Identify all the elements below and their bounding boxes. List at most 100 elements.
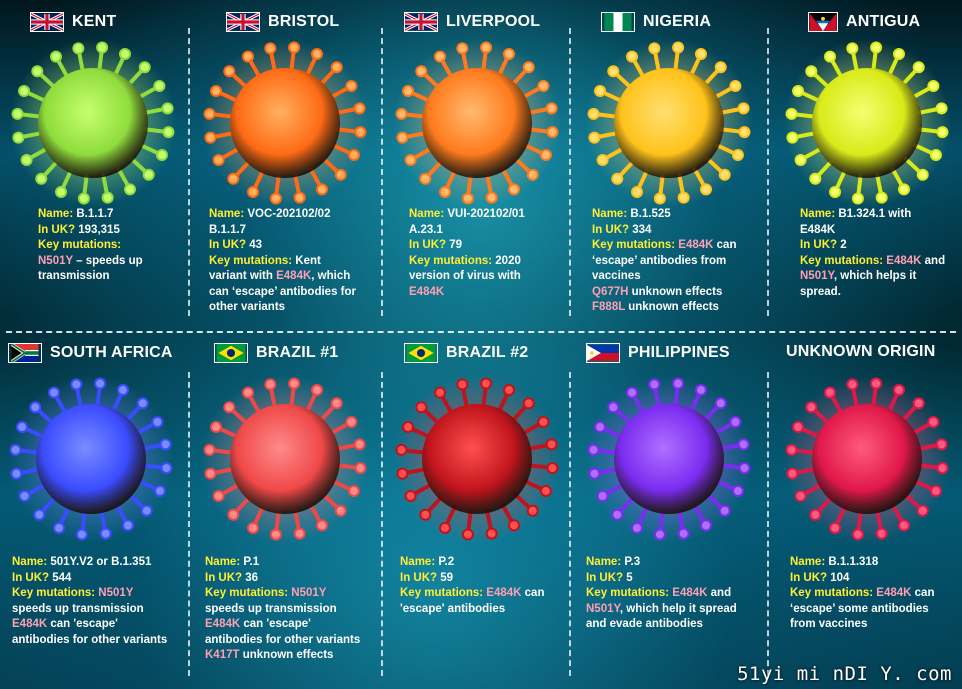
virus-spike-tip [155, 148, 168, 161]
mutation: E484K [678, 239, 714, 251]
virus-svg [585, 375, 753, 543]
virus-spike-tip [96, 41, 109, 54]
virus-spike-tip [121, 519, 134, 532]
virus-spike-tip [315, 183, 328, 196]
label: Name: [209, 208, 245, 220]
virus-spike-tip [485, 527, 498, 540]
virus-spike-tip [404, 153, 417, 166]
virus-spike-tip [20, 153, 33, 166]
virus-svg [9, 39, 177, 207]
virus-spike-tip [35, 172, 48, 185]
virus-spike-tip [347, 484, 360, 497]
virus-spike-tip [522, 397, 535, 410]
virus-spike-tip [138, 61, 151, 74]
virus-spike-tip [546, 462, 559, 475]
virus-spike-tip [794, 153, 807, 166]
label: Key mutations: [800, 254, 884, 267]
virus-spike-tip [334, 168, 347, 181]
variant-header: LIVERPOOL [404, 12, 540, 32]
variant-name: P.3 [624, 556, 641, 568]
info-text: ‘escape’ antibodies from [592, 254, 727, 267]
virus-spike-tip [142, 168, 155, 181]
virus-spike-tip [875, 527, 888, 540]
label: In UK? [205, 571, 243, 584]
variant-info: Name: VOC-202102/02 B.1.1.7 In UK? 43 Ke… [209, 207, 356, 316]
virus-body [422, 68, 532, 178]
mutation: E484K [276, 270, 312, 282]
virus-spike-tip [118, 48, 131, 61]
virus-spike-tip [159, 438, 172, 451]
virus-spike-tip [480, 41, 493, 54]
virus-spike-tip [136, 397, 149, 410]
virus-svg [393, 375, 561, 543]
virus-spike-tip [897, 519, 910, 532]
virus-spike-tip [607, 65, 620, 78]
label: Name: [400, 556, 436, 568]
virus-image [8, 38, 178, 213]
virus-spike-tip [315, 519, 328, 532]
virus-spike-tip [738, 126, 751, 139]
virus-body [38, 68, 148, 178]
virus-spike-tip [912, 61, 925, 74]
info-text: – speeds up [72, 254, 143, 267]
virus-spike-tip [94, 377, 107, 390]
brazil-flag-icon [404, 343, 438, 363]
variant-name: E484K [800, 223, 836, 236]
virus-spike-tip [227, 172, 240, 185]
virus-svg [201, 39, 369, 207]
mutation: E484K [409, 285, 445, 298]
variant-info: Name: P.3 In UK? 5 Key mutations: E484K … [586, 555, 737, 633]
mutation: E484K [876, 587, 912, 599]
variant-title: KENT [72, 13, 117, 30]
virus-spike-tip [31, 65, 44, 78]
virus-body [614, 68, 724, 178]
virus-spike-tip [212, 489, 225, 502]
virus-spike-tip [805, 65, 818, 78]
uk-count: 5 [626, 571, 633, 584]
mutation: Q677H [592, 285, 629, 298]
uk-count: 334 [632, 223, 652, 236]
mutation: N501Y [98, 587, 134, 599]
info-text: from vaccines [790, 618, 868, 630]
mutation: N501Y [291, 587, 327, 599]
virus-spike-tip [672, 377, 685, 390]
mutation: N501Y [800, 270, 834, 282]
info-text: can 'escape' [47, 618, 118, 630]
variant-title: BRAZIL #2 [446, 344, 529, 361]
label: In UK? [592, 223, 630, 236]
virus-spike-tip [731, 484, 744, 497]
virus-spike-tip [539, 484, 552, 497]
virus-spike-tip [72, 42, 85, 55]
virus-spike-tip [480, 377, 493, 390]
virus-spike-tip [507, 183, 520, 196]
watermark: 51yi mi nDI Y. com [737, 663, 952, 685]
virus-spike-tip [916, 168, 929, 181]
virus-spike-tip [785, 443, 798, 456]
divider [569, 372, 571, 676]
virus-spike-tip [714, 61, 727, 74]
virus-spike-tip [70, 378, 83, 391]
virus-spike-tip [927, 80, 940, 93]
label: In UK? [12, 571, 50, 584]
virus-spike-tip [204, 467, 217, 480]
virus-spike-tip [809, 508, 822, 521]
virus-spike-tip [461, 192, 474, 205]
virus-svg [7, 375, 175, 543]
label: In UK? [400, 571, 438, 584]
virus-spike-tip [160, 462, 173, 475]
virus-spike-tip [402, 421, 415, 434]
virus-body [230, 404, 340, 514]
virus-spike-tip [29, 401, 42, 414]
virus-spike-tip [210, 421, 223, 434]
info-text: and [921, 254, 946, 267]
virus-spike-tip [153, 484, 166, 497]
virus-svg [783, 375, 951, 543]
virus-spike-tip [330, 397, 343, 410]
virus-spike-tip [737, 102, 750, 115]
virus-spike-tip [288, 41, 301, 54]
virus-spike-tip [18, 85, 31, 98]
variant-title: LIVERPOOL [446, 13, 541, 30]
info-text: , which [311, 270, 351, 282]
info-text: can [521, 587, 545, 599]
info-text: ‘escape’ some antibodies [790, 602, 929, 615]
